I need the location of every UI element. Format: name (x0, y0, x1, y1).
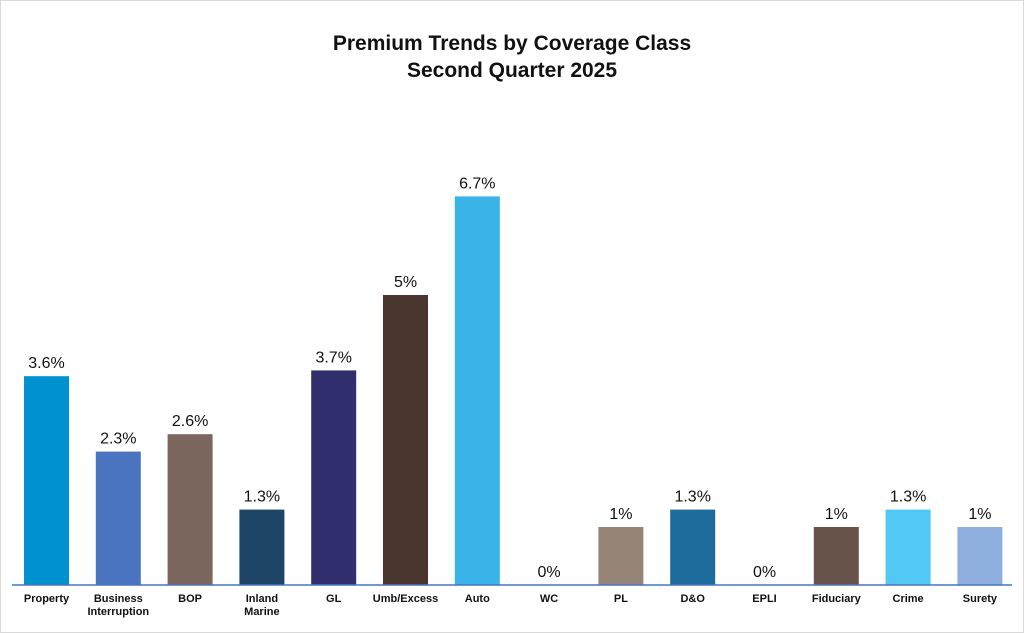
bar-2 (167, 434, 213, 585)
bar-6 (454, 196, 500, 585)
category-label-0: Property (24, 593, 70, 605)
category-label-10: EPLI (752, 593, 776, 605)
bar-8 (598, 527, 644, 585)
data-label-13: 1% (968, 506, 991, 523)
bar-0 (24, 376, 69, 585)
category-label-12: Crime (893, 593, 924, 605)
category-label-8: PL (614, 593, 628, 605)
bar-9 (670, 509, 716, 585)
category-label-1: Business Interruption (87, 593, 149, 618)
data-label-12: 1.3% (890, 489, 926, 506)
data-label-4: 3.7% (315, 349, 351, 366)
category-label-11: Fiduciary (812, 593, 862, 605)
data-label-7: 0% (538, 564, 561, 581)
category-label-4: GL (326, 593, 342, 605)
chart-subtitle: Second Quarter 2025 (406, 59, 618, 82)
data-label-2: 2.6% (172, 413, 208, 430)
data-label-0: 3.6% (28, 355, 64, 372)
data-label-5: 5% (394, 274, 417, 291)
category-label-7: WC (540, 593, 558, 605)
category-label-13: Surety (963, 593, 998, 605)
bar-11 (813, 527, 859, 585)
bar-4 (311, 370, 357, 585)
category-label-5: Umb/Excess (373, 593, 438, 605)
category-label-9: D&O (680, 593, 705, 605)
data-label-1: 2.3% (100, 431, 136, 448)
category-label-3: Inland Marine (244, 593, 279, 618)
data-label-6: 6.7% (459, 175, 495, 192)
category-label-6: Auto (465, 593, 490, 605)
chart-title: Premium Trends by Coverage Class (332, 32, 692, 55)
bar-3 (239, 509, 285, 585)
bar-12 (885, 509, 931, 585)
data-label-10: 0% (753, 564, 776, 581)
data-label-8: 1% (609, 506, 632, 523)
data-label-11: 1% (825, 506, 848, 523)
data-label-9: 1.3% (674, 489, 710, 506)
bar-5 (383, 295, 428, 585)
bar-13 (957, 527, 1003, 585)
category-label-2: BOP (178, 593, 202, 605)
data-label-3: 1.3% (244, 489, 280, 506)
bar-1 (95, 451, 141, 585)
